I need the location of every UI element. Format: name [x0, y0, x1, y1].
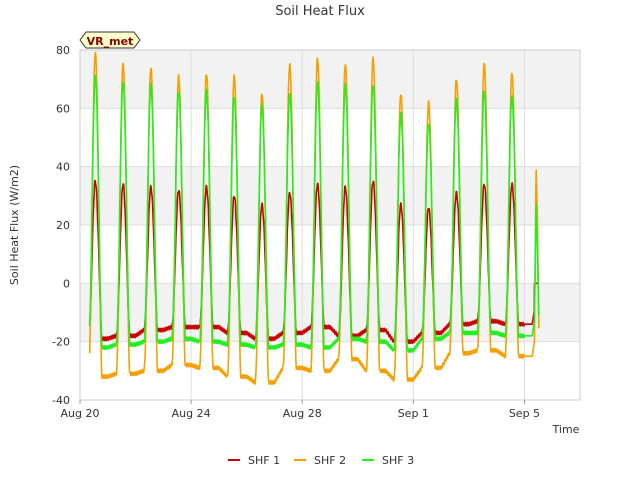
- y-tick-label: 80: [56, 44, 70, 57]
- y-tick-label: 0: [63, 277, 70, 290]
- plot-frame: [79, 49, 581, 401]
- x-tick-label: Sep 5: [509, 407, 540, 420]
- band-1: [80, 166, 580, 225]
- series-line-shf-3: [88, 74, 540, 354]
- y-tick-label: -20: [52, 336, 70, 349]
- y-tick-label: 60: [56, 102, 70, 115]
- y-tick-label: 20: [56, 219, 70, 232]
- legend-label-1: SHF 2: [314, 454, 346, 467]
- site-badge-label: VR_met: [87, 35, 134, 48]
- y-tick-label: -40: [52, 394, 70, 407]
- x-axis-ticks: Aug 20 Aug 24 Aug 28 Sep 1 Sep 5: [61, 400, 540, 420]
- x-axis-label: Time: [552, 423, 580, 436]
- y-tick-label: 40: [56, 161, 70, 174]
- site-badge-shape: [79, 31, 141, 49]
- band-2: [80, 50, 580, 109]
- legend: SHF 1 SHF 2 SHF 3: [228, 454, 414, 467]
- chart-title: Soil Heat Flux: [275, 4, 365, 19]
- x-tick-label: Aug 28: [283, 407, 322, 420]
- background-bands: [80, 50, 580, 342]
- legend-label-0: SHF 1: [248, 454, 280, 467]
- legend-label-2: SHF 3: [382, 454, 414, 467]
- y-axis-label: Soil Heat Flux (W/m2): [8, 165, 21, 285]
- y-axis-ticks: -40 -20 0 20 40 60 80: [52, 44, 70, 407]
- x-tick-label: Aug 20: [61, 407, 100, 420]
- x-tick-label: Aug 24: [172, 407, 211, 420]
- x-tick-label: Sep 1: [398, 407, 429, 420]
- series-lines: [88, 51, 540, 386]
- site-badge: VR_met: [79, 31, 141, 49]
